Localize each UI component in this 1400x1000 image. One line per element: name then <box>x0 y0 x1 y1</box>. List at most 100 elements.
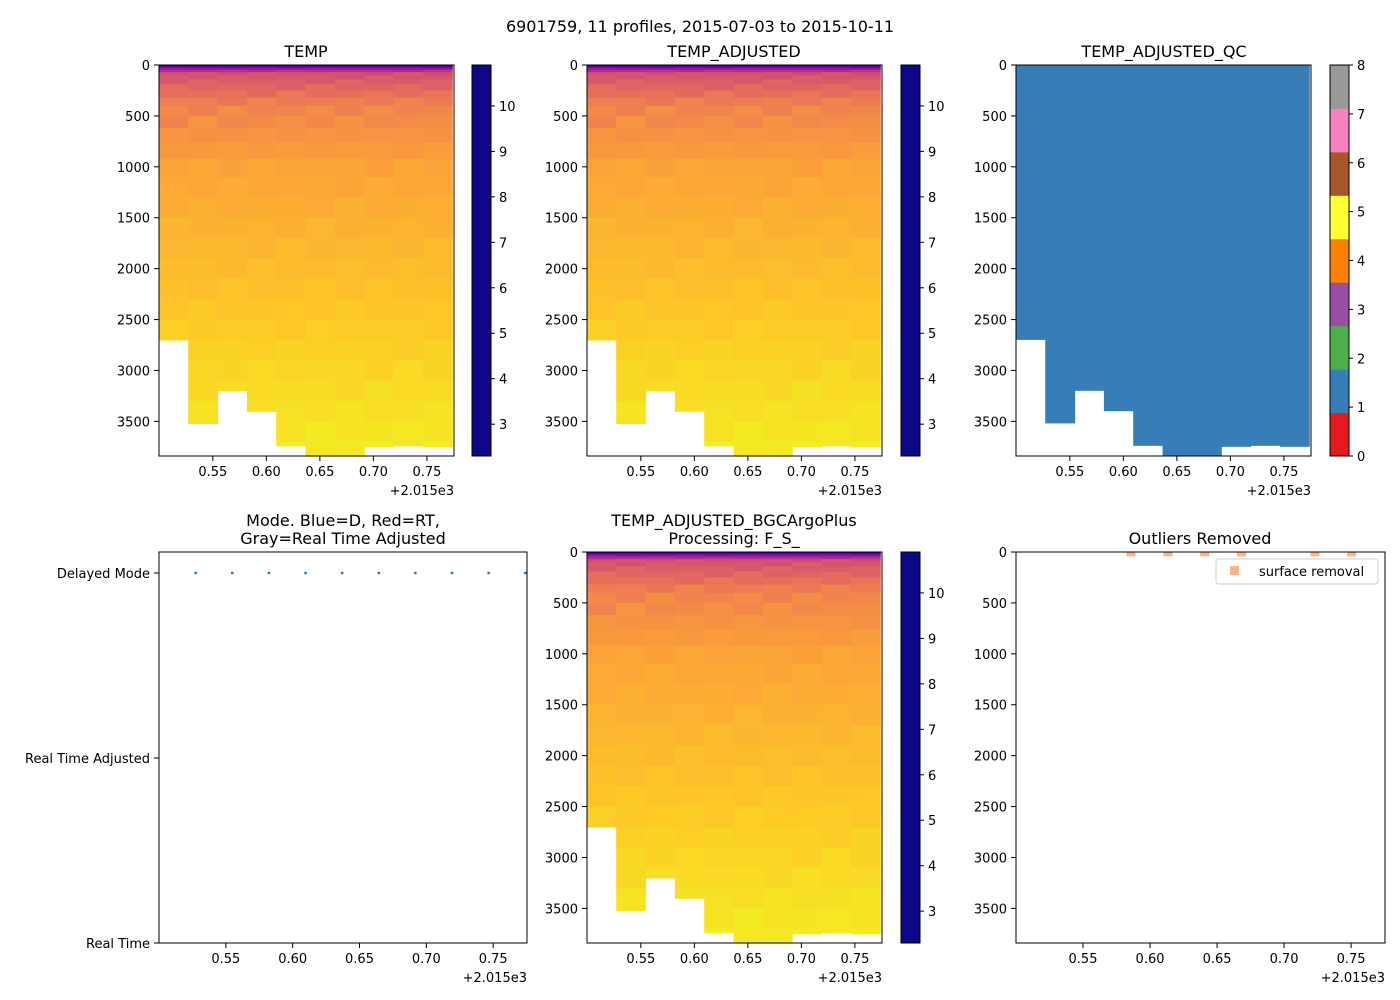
heatmap-cell <box>733 177 764 198</box>
heatmap-cell <box>733 75 764 80</box>
qc-column <box>1162 65 1193 456</box>
heatmap-cell <box>586 566 617 572</box>
heatmap-cell <box>850 319 881 341</box>
colorbar-tick-label: 5 <box>1357 206 1365 221</box>
mode-axes: 0.55 0.60 0.65 0.70 0.75 Real Time Real Time A… <box>25 551 528 967</box>
heatmap-cell <box>674 90 705 99</box>
heatmap-cell <box>217 115 248 129</box>
heatmap-cell <box>158 67 189 71</box>
y-tick-label: 2000 <box>117 263 150 278</box>
heatmap-cell <box>158 84 189 92</box>
heatmap-cell <box>616 401 647 422</box>
heatmap-cell <box>733 441 764 457</box>
heatmap-cell <box>645 339 676 361</box>
heatmap-cell <box>276 75 307 80</box>
panel-temp-adjusted-qc-title: TEMP_ADJUSTED_QC <box>1080 42 1246 62</box>
colorbar-tick-label: 7 <box>928 236 936 251</box>
mode-point <box>304 571 307 575</box>
y-tick-label: 1000 <box>974 161 1007 176</box>
heatmap-cell <box>674 339 705 361</box>
heatmap-cell <box>704 75 735 80</box>
heatmap-cell <box>616 615 647 630</box>
heatmap-cell <box>821 97 852 107</box>
heatmap-cell <box>792 69 823 73</box>
heatmap-cell <box>850 645 881 665</box>
heatmap-cell <box>762 765 793 787</box>
heatmap-cell <box>850 65 881 67</box>
x-tick-label: 0.65 <box>1203 952 1232 967</box>
heatmap-cell <box>616 258 647 280</box>
y-tick-label: 3500 <box>117 415 150 430</box>
heatmap-cell <box>674 559 705 563</box>
heatmap-cell <box>188 177 219 198</box>
heatmap-cell <box>188 69 219 73</box>
heatmap-cell <box>850 401 881 422</box>
heatmap-cell <box>733 556 764 560</box>
heatmap-cell <box>422 360 453 382</box>
mode-point <box>231 571 234 575</box>
colorbar-segment <box>1330 65 1349 109</box>
heatmap-cell <box>850 380 881 402</box>
heatmap-cell <box>586 577 617 586</box>
heatmap-cell <box>616 67 647 71</box>
y-tick-label: 3000 <box>545 851 578 866</box>
y-tick-label: 0 <box>142 59 150 74</box>
heatmap-cell <box>792 238 823 260</box>
heatmap-cell <box>733 217 764 239</box>
heatmap-cell <box>733 84 764 92</box>
heatmap-cell <box>246 299 277 321</box>
y-tick-label: 2500 <box>117 314 150 329</box>
heatmap-cell <box>850 128 881 143</box>
heatmap-cell <box>674 115 705 129</box>
x-tick-label: 0.55 <box>1069 952 1098 967</box>
heatmap-cell <box>616 115 647 129</box>
heatmap-cell <box>850 908 881 930</box>
heatmap-cell <box>276 90 307 99</box>
heatmap-cell <box>792 217 823 239</box>
heatmap-cell <box>792 806 823 828</box>
heatmap-cell <box>792 908 823 930</box>
heatmap-cell <box>850 67 881 71</box>
heatmap-cell <box>850 75 881 80</box>
heatmap-cell <box>305 380 336 402</box>
heatmap-cell <box>821 562 852 567</box>
heatmap-cell <box>616 75 647 80</box>
heatmap-cell <box>762 554 793 558</box>
heatmap-cell <box>762 217 793 239</box>
heatmap-cell <box>821 725 852 747</box>
heatmap-cell <box>364 299 395 321</box>
heatmap-cell <box>364 401 395 422</box>
heatmap-cell <box>850 72 881 76</box>
heatmap-cell <box>733 745 764 767</box>
heatmap-cell <box>850 615 881 630</box>
heatmap-cell <box>704 704 735 726</box>
axes-frame <box>1015 551 1386 944</box>
heatmap-cell <box>792 142 823 160</box>
x-tick-label: 0.55 <box>1055 465 1084 480</box>
heatmap-cell <box>616 725 647 747</box>
bgc-x-offset: +2.015e3 <box>818 971 882 986</box>
heatmap-cell <box>645 786 676 808</box>
heatmap-cell <box>616 554 647 558</box>
heatmap-cell <box>821 571 852 579</box>
temp-x-offset: +2.015e3 <box>390 484 454 499</box>
heatmap-cell <box>792 559 823 563</box>
heatmap-cell <box>792 67 823 71</box>
heatmap-cell <box>762 339 793 361</box>
y-tick-label: 500 <box>553 597 578 612</box>
qc-column <box>1279 65 1310 447</box>
temp-axes: 0.55 0.60 0.65 0.70 0.75 0 500 1000 1500 2000 2500… <box>117 59 455 480</box>
x-tick-label: 0.55 <box>626 465 655 480</box>
y-tick-label: 1500 <box>974 212 1007 227</box>
temp-adjusted-axes: 0.55 0.60 0.65 0.70 0.75 0 500 1000 1500 2000 2500… <box>545 59 883 480</box>
heatmap-cell <box>733 299 764 321</box>
heatmap-cell <box>305 197 336 219</box>
heatmap-cell <box>821 602 852 616</box>
heatmap-cell <box>616 562 647 567</box>
heatmap-cell <box>422 197 453 219</box>
heatmap-cell <box>645 584 676 594</box>
heatmap-cell <box>762 67 793 71</box>
heatmap-cell <box>305 441 336 457</box>
heatmap-cell <box>733 577 764 586</box>
heatmap-cell <box>762 278 793 300</box>
